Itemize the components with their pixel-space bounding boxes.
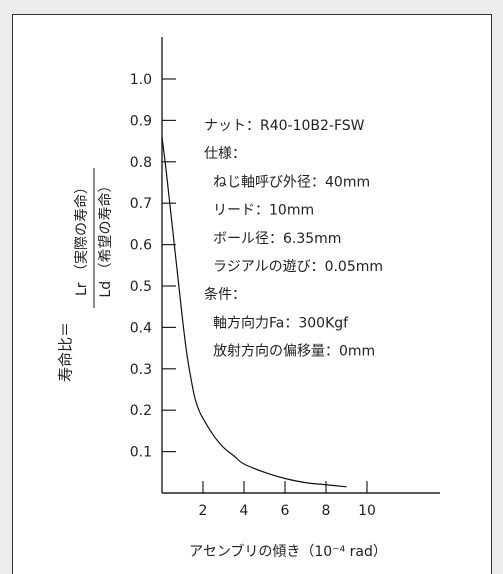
axes: [161, 37, 440, 494]
x-axis-label: アセンブリの傾き（10⁻⁴ rad）: [189, 543, 387, 560]
y-tick-label: 0.9: [130, 113, 152, 129]
series-line: [161, 136, 347, 488]
annotation-line: 放射方向の偏移量：0mm: [213, 344, 375, 360]
y-tick-label: 0.6: [130, 238, 152, 254]
y-tick-label: 0.2: [130, 403, 152, 419]
y-tick-label: 1.0: [130, 72, 152, 88]
annotation-line: リード：10mm: [213, 203, 314, 219]
x-tick-label: 4: [240, 503, 249, 519]
y-axis-label-prefix: 寿命比＝: [57, 322, 75, 382]
y-ticks: 0.1 0.2 0.3 0.4 0.5 0.6 0.7 0.8 0.9 1.0: [130, 72, 176, 461]
x-tick-label: 8: [322, 503, 331, 519]
y-axis-label-numerator-text: （実際の寿命）: [73, 180, 90, 278]
y-axis-label-denominator-symbol: Ld: [98, 281, 114, 298]
annotation-line: 仕様：: [204, 146, 246, 162]
annotation-line: ラジアルの遊び：0.05mm: [213, 259, 383, 275]
annotation-line: 条件：: [204, 286, 246, 303]
x-tick-label: 2: [199, 503, 208, 519]
y-axis-label-denominator-text: （希望の寿命）: [97, 178, 114, 276]
x-ticks: 2 4 6 8 10: [199, 481, 376, 519]
y-tick-label: 0.8: [130, 155, 152, 171]
y-tick-label: 0.3: [130, 362, 152, 378]
y-axis-label: 寿命比＝ Lr （実際の寿命） Ld （希望の寿命）: [57, 168, 114, 382]
annotation-line: ナット：R40-10B2-FSW: [204, 118, 365, 134]
chart-panel: [12, 14, 492, 574]
x-tick-label: 6: [281, 503, 290, 519]
y-tick-label: 0.1: [130, 445, 152, 461]
y-axis-label-denominator: Ld （希望の寿命）: [97, 178, 114, 297]
y-tick-label: 0.5: [130, 279, 152, 295]
x-tick-label: 10: [358, 503, 376, 519]
y-axis-label-numerator: Lr （実際の寿命）: [73, 180, 90, 296]
y-axis-label-numerator-symbol: Lr: [74, 282, 90, 296]
annotation-line: 軸方向力Fa：300Kgf: [213, 315, 349, 331]
annotation-block: ナット：R40-10B2-FSW 仕様： ねじ軸呼び外径：40mm リード：10mm ボ…: [204, 118, 383, 360]
annotation-line: ねじ軸呼び外径：40mm: [213, 174, 370, 190]
annotation-line: ボール径：6.35mm: [213, 231, 341, 247]
y-tick-label: 0.4: [130, 320, 152, 336]
y-tick-label: 0.7: [130, 196, 152, 212]
